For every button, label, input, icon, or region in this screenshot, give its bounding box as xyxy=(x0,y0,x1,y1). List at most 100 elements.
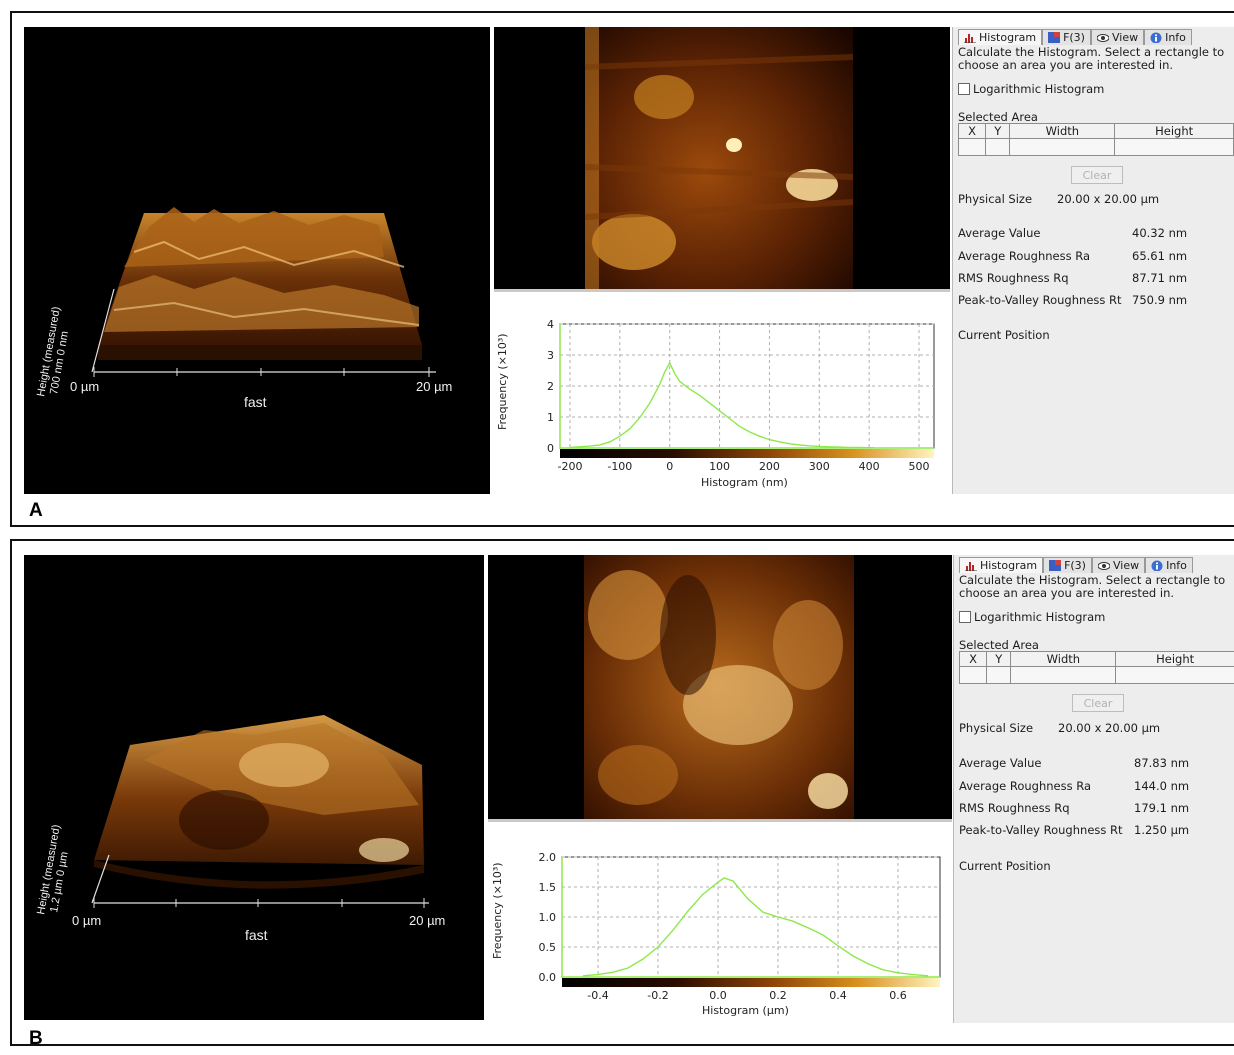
histogram-pane: Frequency (×10³) Histogram (nm) -200 -100… xyxy=(494,289,950,494)
color-scale-bar xyxy=(562,978,940,987)
x-tick-label: 0 xyxy=(666,460,673,473)
x-tick-label: 300 xyxy=(809,460,830,473)
analysis-side-panel: Histogram F(3) View Info Calculate the H… xyxy=(953,555,1234,1023)
stat-value: 144.0 nm xyxy=(1134,779,1190,793)
tab-label: Info xyxy=(1165,31,1186,44)
tab-fft[interactable]: F(3) xyxy=(1043,557,1092,573)
fft-icon xyxy=(1049,560,1062,571)
y-axis-title: Frequency (×10³) xyxy=(491,862,504,959)
afm-3d-view[interactable]: 0 µm 20 µm fast Height (measured) 1.2 µm… xyxy=(24,555,484,1020)
y-tick-label: 2.0 xyxy=(539,851,557,864)
log-histogram-checkbox[interactable]: Logarithmic Histogram xyxy=(958,82,1104,96)
x-tick-label: 0.4 xyxy=(829,989,847,1002)
column-header-y: Y xyxy=(986,651,1012,667)
x-axis-start-label: 0 µm xyxy=(70,379,99,394)
column-header-x: X xyxy=(957,123,987,139)
histogram-chart: Frequency (×10³) Histogram (µm) -0.4 -0.2… xyxy=(491,851,941,1017)
x-axis-start-label: 0 µm xyxy=(72,913,101,928)
tab-info[interactable]: Info xyxy=(1144,29,1192,45)
y-tick-label: 3 xyxy=(547,349,554,362)
tab-label: Histogram xyxy=(980,559,1038,572)
stat-value: 87.83 nm xyxy=(1134,756,1190,770)
tab-histogram[interactable]: Histogram xyxy=(958,29,1043,45)
tab-histogram[interactable]: Histogram xyxy=(959,557,1044,573)
x-tick-label: 0.0 xyxy=(709,989,727,1002)
x-tick-label: -100 xyxy=(607,460,632,473)
eye-icon xyxy=(1097,562,1110,570)
panel-label: A xyxy=(29,500,43,521)
stat-label: Peak-to-Valley Roughness Rt xyxy=(958,293,1122,307)
afm-2d-image xyxy=(584,27,854,289)
figure-panel-a: 0 µm 20 µm fast Height (measured) 700 nm… xyxy=(10,11,1234,527)
y-tick-label: 1.0 xyxy=(539,911,557,924)
selected-area-table: X Y Width Height xyxy=(958,651,1234,684)
figure-panel-b: 0 µm 20 µm fast Height (measured) 1.2 µm… xyxy=(10,539,1234,1049)
eye-icon xyxy=(1096,34,1109,42)
fft-icon xyxy=(1048,32,1061,43)
stat-label: Average Value xyxy=(958,226,1041,240)
checkbox-box[interactable] xyxy=(958,83,970,95)
y-tick-label: 0.5 xyxy=(539,941,557,954)
stat-value: 179.1 nm xyxy=(1134,801,1190,815)
x-tick-label: -0.4 xyxy=(587,989,608,1002)
clear-button[interactable]: Clear xyxy=(1072,694,1124,712)
log-histogram-checkbox[interactable]: Logarithmic Histogram xyxy=(959,610,1105,624)
physical-size-label: Physical Size xyxy=(958,192,1033,206)
histogram-icon xyxy=(964,34,976,43)
y-tick-label: 1.5 xyxy=(539,881,557,894)
info-icon xyxy=(1151,560,1163,571)
selected-area-table: X Y Width Height xyxy=(957,123,1234,156)
histogram-pane: Frequency (×10³) Histogram (µm) -0.4 -0.2… xyxy=(488,819,952,1023)
afm-3d-view[interactable]: 0 µm 20 µm fast Height (measured) 700 nm… xyxy=(24,27,490,494)
tab-fft[interactable]: F(3) xyxy=(1042,29,1091,45)
analysis-side-panel: Histogram F(3) View Info Calculate the H… xyxy=(952,27,1234,494)
color-scale-bar xyxy=(560,449,934,458)
stat-label: RMS Roughness Rq xyxy=(958,271,1069,285)
histogram-curve xyxy=(582,877,929,977)
checkbox-label: Logarithmic Histogram xyxy=(974,610,1106,624)
tab-label: View xyxy=(1111,31,1139,44)
tab-info[interactable]: Info xyxy=(1145,557,1193,573)
column-header-width: Width xyxy=(1009,123,1116,139)
table-row[interactable] xyxy=(958,666,1234,684)
y-axis-title: Frequency (×10³) xyxy=(496,333,509,430)
y-tick-label: 0.0 xyxy=(539,971,557,984)
x-tick-label: 200 xyxy=(759,460,780,473)
y-tick-label: 2 xyxy=(547,380,554,393)
checkbox-box[interactable] xyxy=(959,611,971,623)
tab-label: View xyxy=(1112,559,1140,572)
selected-area-title: Selected Area xyxy=(959,638,1039,652)
stat-label: RMS Roughness Rq xyxy=(959,801,1070,815)
instructions-text: Calculate the Histogram. Select a rectan… xyxy=(958,45,1225,72)
x-tick-label: 500 xyxy=(909,460,930,473)
physical-size-value: 20.00 x 20.00 µm xyxy=(1057,192,1160,206)
physical-size-value: 20.00 x 20.00 µm xyxy=(1058,721,1161,735)
x-axis-title: fast xyxy=(245,927,268,943)
tab-label: F(3) xyxy=(1064,559,1086,572)
panel-label: B xyxy=(29,1028,43,1049)
afm-3d-surface: 0 µm 20 µm fast Height (measured) 700 nm… xyxy=(35,207,452,410)
afm-2d-view[interactable] xyxy=(494,27,950,289)
stat-value: 87.71 nm xyxy=(1132,271,1188,285)
tab-label: Info xyxy=(1166,559,1187,572)
instructions-text: Calculate the Histogram. Select a rectan… xyxy=(959,573,1226,600)
column-header-height: Height xyxy=(1115,651,1234,667)
stat-label: Average Value xyxy=(959,756,1042,770)
stat-label: Average Roughness Ra xyxy=(958,249,1091,263)
stat-value: 750.9 nm xyxy=(1132,293,1188,307)
tab-label: Histogram xyxy=(979,31,1037,44)
y-tick-label: 4 xyxy=(547,318,554,331)
stat-label: Peak-to-Valley Roughness Rt xyxy=(959,823,1123,837)
afm-2d-view[interactable] xyxy=(488,555,952,819)
table-row[interactable] xyxy=(957,138,1234,156)
x-tick-label: 100 xyxy=(709,460,730,473)
column-header-width: Width xyxy=(1010,651,1117,667)
stat-value: 65.61 nm xyxy=(1132,249,1188,263)
column-header-x: X xyxy=(958,651,988,667)
afm-3d-surface: 0 µm 20 µm fast Height (measured) 1.2 µm… xyxy=(35,715,445,943)
current-position-label: Current Position xyxy=(958,328,1050,342)
histogram-chart: Frequency (×10³) Histogram (nm) -200 -100… xyxy=(496,318,935,489)
tab-view[interactable]: View xyxy=(1091,557,1146,573)
clear-button[interactable]: Clear xyxy=(1071,166,1123,184)
tab-view[interactable]: View xyxy=(1090,29,1145,45)
